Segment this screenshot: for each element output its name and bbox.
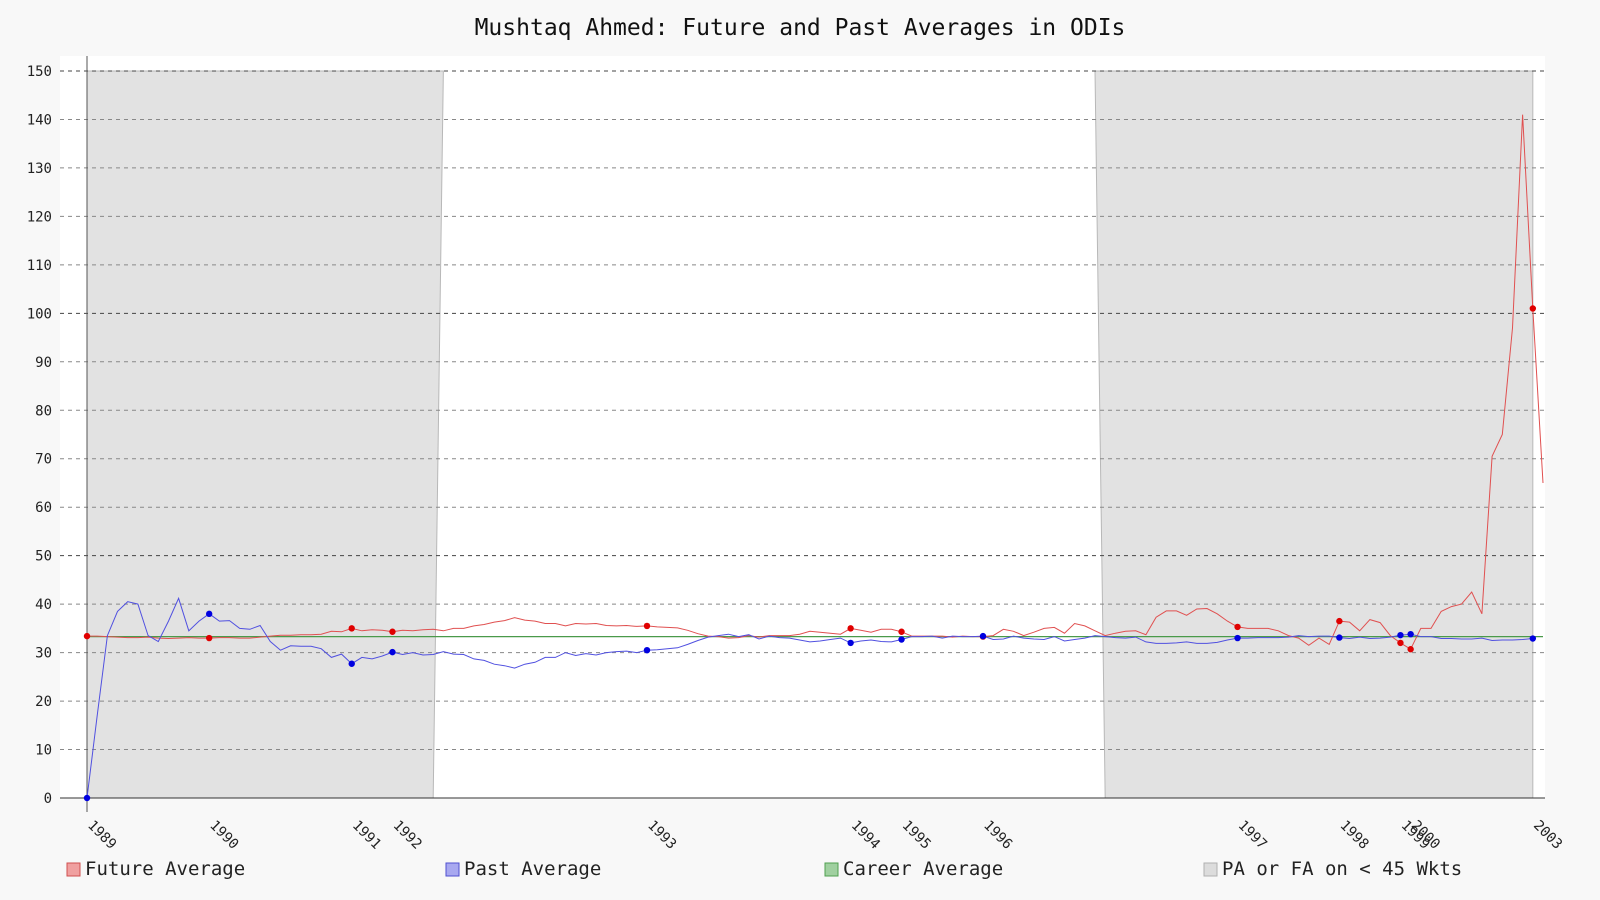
x-tick-label: 1995: [899, 818, 934, 853]
y-tick-label: 80: [35, 403, 52, 419]
future-average-point: [1397, 639, 1404, 647]
shaded-region: [86, 70, 444, 799]
x-tick-label: 1997: [1235, 818, 1270, 853]
y-tick-label: 40: [35, 597, 52, 613]
shaded-region: [1094, 70, 1534, 799]
future-average-point: [1336, 617, 1343, 625]
future-average-point: [643, 622, 651, 630]
future-average-point: [83, 632, 91, 640]
past-average-line: [86, 596, 1533, 799]
y-tick-label: 130: [27, 161, 52, 177]
y-tick-label: 10: [35, 743, 52, 759]
past-average-point: [83, 794, 91, 802]
past-average-point: [1529, 635, 1537, 642]
future-average-point: [348, 625, 355, 632]
legend-label: PA or FA on < 45 Wkts: [1222, 858, 1462, 880]
legend-swatch: [445, 862, 460, 877]
y-tick-label: 30: [35, 646, 52, 662]
y-tick-label: 120: [27, 209, 52, 225]
x-tick-label: 1989: [84, 818, 119, 853]
legend-swatch: [66, 862, 81, 877]
future-average-point: [205, 634, 213, 642]
y-tick-label: 100: [27, 306, 52, 322]
past-average-point: [1407, 630, 1414, 638]
past-average-point: [205, 610, 213, 618]
y-tick-label: 0: [44, 791, 52, 807]
y-tick-label: 50: [35, 549, 52, 565]
past-average-point: [348, 660, 355, 667]
y-tick-label: 60: [35, 500, 52, 516]
legend-item: Future Average: [66, 858, 245, 880]
future-average-point: [1529, 305, 1537, 312]
past-average-point: [1397, 631, 1404, 639]
past-average-point: [643, 646, 651, 654]
past-average-point: [1234, 634, 1241, 642]
x-tick-label: 1996: [980, 818, 1015, 853]
future-average-point: [847, 625, 854, 632]
legend-label: Past Average: [464, 858, 601, 880]
chart-title: Mushtaq Ahmed: Future and Past Averages …: [475, 15, 1126, 41]
y-tick-label: 110: [27, 258, 52, 274]
past-average-point: [898, 636, 905, 643]
legend-swatch: [824, 862, 839, 877]
y-tick-label: 90: [35, 355, 52, 371]
y-tick-label: 70: [35, 452, 52, 468]
x-tick-label: 2003: [1530, 818, 1565, 853]
future-average-point: [389, 628, 396, 635]
y-tick-label: 20: [35, 694, 52, 710]
past-average-point: [979, 632, 987, 640]
past-average-point: [847, 639, 854, 647]
x-tick-label: 1994: [848, 818, 883, 853]
legend-label: Future Average: [85, 858, 245, 880]
x-tick-label: 1993: [644, 818, 679, 853]
x-tick-label: 1998: [1337, 818, 1372, 853]
future-average-point: [1407, 646, 1414, 653]
legend-swatch: [1203, 862, 1218, 877]
future-average-point: [1234, 623, 1241, 631]
legend-item: Career Average: [824, 858, 1003, 880]
past-average-point: [389, 648, 396, 656]
y-tick-label: 150: [27, 64, 52, 80]
future-average-line: [87, 114, 1544, 650]
x-tick-label: 1990: [206, 818, 241, 853]
legend-item: PA or FA on < 45 Wkts: [1203, 858, 1462, 880]
past-average-point: [1336, 634, 1343, 641]
y-tick-label: 140: [27, 112, 52, 128]
legend-item: Past Average: [445, 858, 601, 880]
x-tick-label: 1991: [349, 818, 384, 853]
future-average-point: [898, 628, 905, 635]
x-tick-label: 1992: [390, 818, 425, 853]
legend-label: Career Average: [843, 858, 1003, 880]
